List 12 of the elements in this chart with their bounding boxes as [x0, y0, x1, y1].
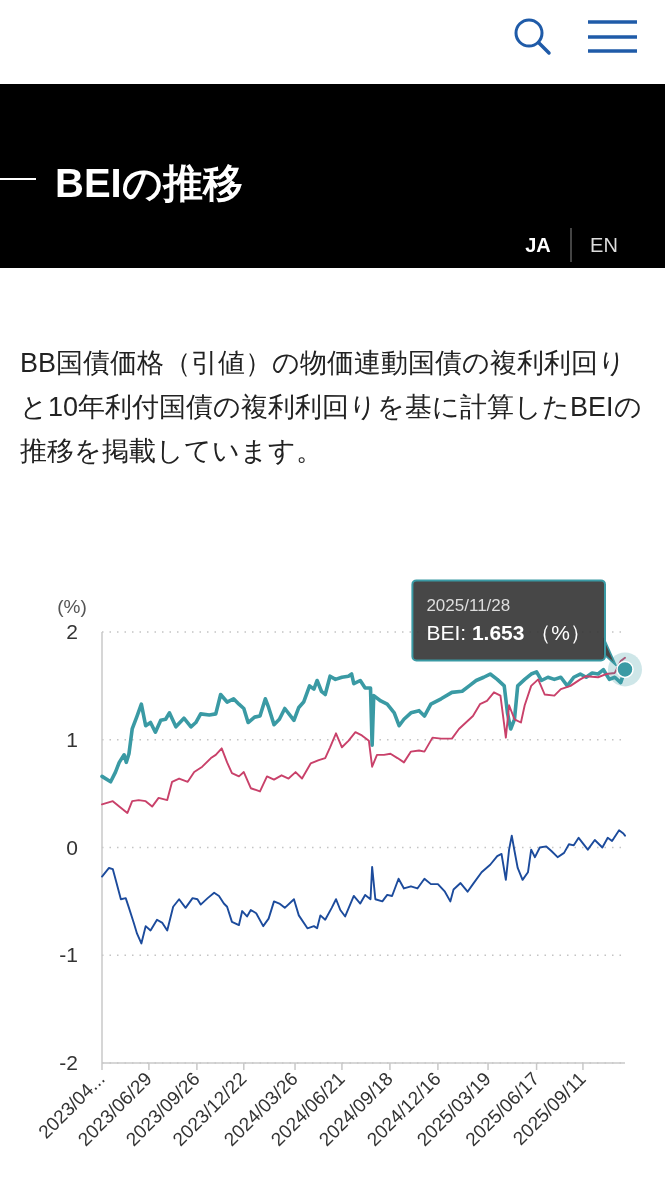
y-axis-title: (%) [57, 596, 87, 617]
y-tick-label: -2 [59, 1051, 78, 1074]
line-series [101, 829, 626, 945]
y-tick-label: -1 [59, 943, 78, 967]
y-tick-label: 0 [66, 835, 78, 859]
annotation: 2025/11/28 BEI: 1.653 （%） [426, 596, 591, 645]
text: EN [590, 234, 618, 256]
text: JA [525, 234, 551, 256]
chart-title: BEIの推移 [55, 161, 243, 205]
y-tick-label: 2 [66, 620, 78, 643]
y-tick-label: 1 [66, 727, 78, 751]
chart-subtitle: BB国債価格（引値）の物価連動国債の複利利回りと10年利付国債の複利利回りを基に計算したBEIの推移を掲載しています。 [20, 348, 642, 466]
